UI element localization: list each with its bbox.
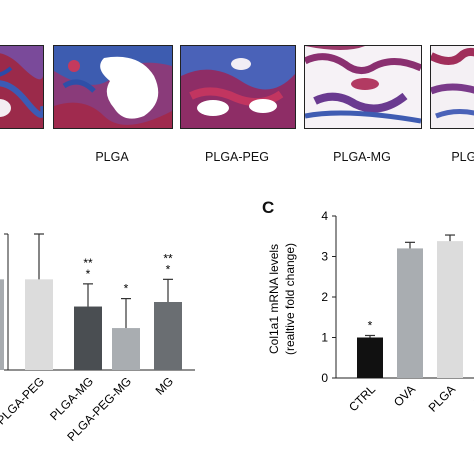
left-bar xyxy=(0,279,4,370)
col1a1-ylabel-line2: (realtive fold change) xyxy=(283,243,297,355)
histology-image-plga-peg xyxy=(180,45,296,129)
col1a1-x-tick-label: OVA xyxy=(391,382,418,409)
left-significance-marker: * xyxy=(124,282,129,296)
panel-letter-c: C xyxy=(262,198,275,217)
col1a1-bar xyxy=(437,241,463,378)
histology-image-plga-mg xyxy=(304,45,422,129)
histology-label-plga-mg: PLGA-MG xyxy=(333,150,391,164)
col1a1-y-tick-label: 0 xyxy=(321,371,328,385)
left-bar xyxy=(74,306,102,370)
left-significance-marker: ** xyxy=(83,256,93,270)
col1a1-y-tick-label: 4 xyxy=(321,209,328,223)
col1a1-x-tick-label: CTRL xyxy=(346,382,378,414)
left-significance-marker: ** xyxy=(163,251,173,265)
histology-image-plga-2 xyxy=(430,45,474,129)
histology-label-plga-2: PLGA xyxy=(451,150,474,164)
col1a1-x-tick-label: PLGA xyxy=(426,382,459,415)
left-bar xyxy=(25,279,53,370)
histology-label-plga-peg: PLGA-PEG xyxy=(205,150,269,164)
left-significance-marker: * xyxy=(166,262,171,276)
col1a1-significance-marker: * xyxy=(368,318,373,332)
col1a1-bar xyxy=(357,337,383,378)
left-bar xyxy=(154,302,182,370)
histology-image-ctrl xyxy=(0,45,44,129)
left-bar-chart: PLGA-PEG***PLGA-MG*PLGA-PEG-MG***MG xyxy=(0,233,195,444)
histology-image-plga xyxy=(53,45,173,129)
histology-label-plga: PLGA xyxy=(95,150,129,164)
col1a1-ylabel-line1: Col1a1 mRNA levels xyxy=(267,244,281,354)
col1a1-y-tick-label: 2 xyxy=(321,290,328,304)
col1a1-y-tick-label: 1 xyxy=(321,331,328,345)
col1a1-bar xyxy=(397,248,423,378)
left-significance-marker: * xyxy=(86,267,91,281)
col1a1-y-tick-label: 3 xyxy=(321,250,328,264)
left-bar xyxy=(112,328,140,370)
